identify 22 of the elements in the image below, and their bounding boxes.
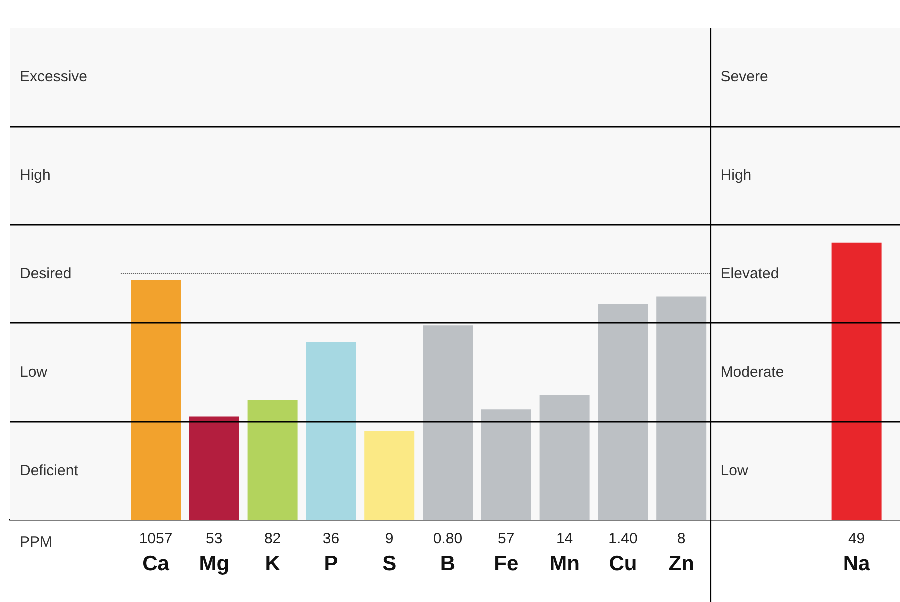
band-label: Deficient [20,462,80,480]
band-label: Severe [720,68,768,86]
band-label: Elevated [720,266,780,282]
band-label: High [20,167,51,184]
x-tick-label: 82 K [264,530,282,576]
x-tick-label: 1057 Ca [139,530,173,576]
x-tick-label: 57 Fe [494,530,519,576]
band-label: Desired [20,266,72,282]
band-label: Excessive [20,68,88,86]
band-label: High [720,167,752,184]
x-tick-label: 53 Mg [199,530,230,576]
x-tick-label: 1.40 Cu [608,530,638,576]
text: PPM [20,534,53,551]
x-tick-label: 8 Zn [668,530,694,576]
x-tick-label: 0.80 B [433,530,463,576]
x-tick-label: 36 P [322,530,340,576]
x-tick-label: 9 S [382,530,397,576]
x-tick-label: 49 Na [843,530,871,576]
band-label: Low [20,364,48,381]
x-tick-label: 14 Mn [550,530,580,576]
band-label: Low [720,462,748,480]
band-label: Moderate [720,364,784,381]
